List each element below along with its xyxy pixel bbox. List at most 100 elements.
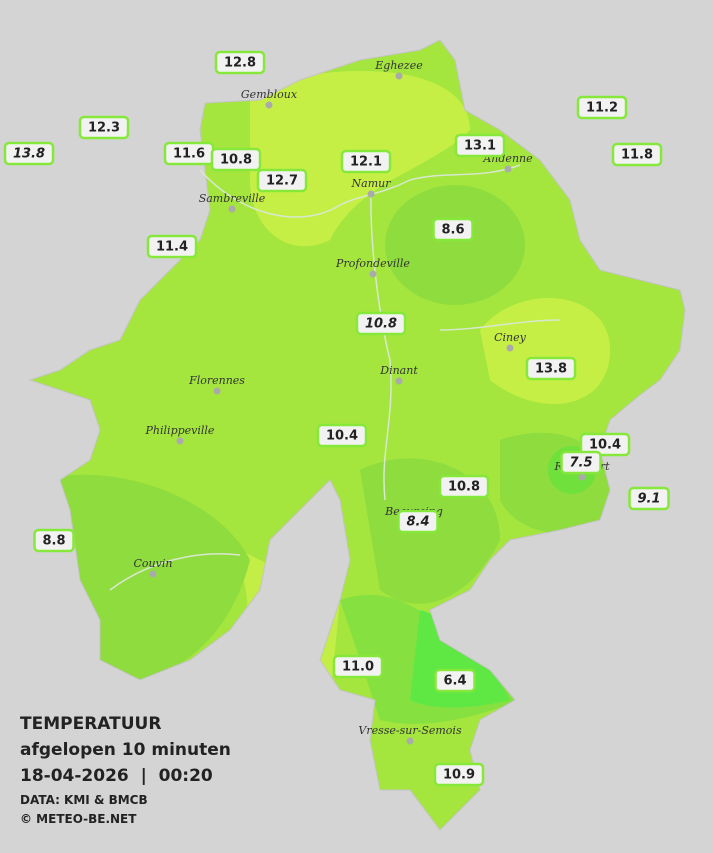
city-dot (213, 387, 221, 395)
station-temp: 12.3 (88, 121, 120, 136)
station: 11.2 (576, 95, 628, 120)
station-box (579, 432, 631, 457)
station-box (210, 147, 262, 172)
station: 10.8 (355, 311, 407, 336)
station: 11.0 (332, 654, 384, 679)
legend-copyright: © METEO-BE.NET (20, 812, 137, 826)
station: 12.1 (340, 149, 392, 174)
station: 10.4 (316, 423, 368, 448)
station-temp: 11.6 (173, 147, 205, 162)
station-box (628, 486, 670, 511)
station: 10.4 (579, 432, 631, 457)
station-temp: 7.5 (569, 456, 592, 471)
city-label: Sambreville (199, 192, 266, 205)
station-temp: 8.6 (441, 223, 464, 238)
station-box (560, 450, 602, 475)
station-temp: 12.8 (224, 56, 256, 71)
city-dot (228, 205, 236, 213)
station-box (332, 654, 384, 679)
station-box (355, 311, 407, 336)
city-label: Namur (351, 177, 392, 190)
station-box (33, 528, 75, 553)
station-box (214, 50, 266, 75)
station: 7.5 (560, 450, 602, 475)
city-label: Vresse-sur-Semois (358, 724, 462, 737)
city-label: Dinant (379, 364, 418, 377)
station-temp: 13.8 (535, 362, 567, 377)
station-temp: 11.4 (156, 240, 188, 255)
legend-datetime: 18-04-2026 | 00:20 (20, 766, 213, 786)
station-temp: 12.1 (350, 155, 382, 170)
city-dot (265, 101, 273, 109)
city-dot (578, 473, 586, 481)
station-temp: 10.8 (220, 153, 252, 168)
legend: TEMPERATUUR afgelopen 10 minuten 18-04-2… (20, 714, 231, 826)
city-label: Profondeville (335, 257, 410, 270)
station-box (397, 509, 439, 534)
station: 12.3 (78, 115, 130, 140)
station-temp: 11.2 (586, 101, 618, 116)
station: 10.8 (210, 147, 262, 172)
city-dot (176, 437, 184, 445)
city-dot (395, 377, 403, 385)
station-temp: 13.8 (13, 147, 45, 162)
station-temp: 10.8 (365, 317, 397, 332)
station-box (525, 356, 577, 381)
station: 11.8 (611, 142, 663, 167)
station: 8.6 (432, 217, 474, 242)
station: 12.7 (256, 168, 308, 193)
station: 8.8 (33, 528, 75, 553)
city-dot (149, 570, 157, 578)
station: 13.8 (3, 141, 55, 166)
station-temp: 8.8 (42, 534, 65, 549)
city-dot (506, 344, 514, 352)
city-dot (369, 270, 377, 278)
station-temp: 11.8 (621, 148, 653, 163)
station-temp: 13.1 (464, 139, 496, 154)
city-dot (395, 72, 403, 80)
station-temp: 10.4 (589, 438, 621, 453)
station-box (78, 115, 130, 140)
station-temp: 6.4 (443, 674, 466, 689)
city-label: Gembloux (241, 88, 298, 101)
station-temp: 10.9 (443, 768, 475, 783)
city-label: Eghezee (374, 59, 423, 72)
station: 8.4 (397, 509, 439, 534)
station-box (611, 142, 663, 167)
station: 11.4 (146, 234, 198, 259)
station: 13.8 (525, 356, 577, 381)
station-temp: 8.4 (406, 515, 429, 530)
station: 13.1 (454, 133, 506, 158)
station: 9.1 (628, 486, 670, 511)
station: 6.4 (434, 668, 476, 693)
station-box (256, 168, 308, 193)
city-label: Florennes (188, 374, 245, 387)
city-dot (406, 737, 414, 745)
station-box (454, 133, 506, 158)
station-box (3, 141, 55, 166)
station-temp: 11.0 (342, 660, 374, 675)
station-temp: 9.1 (637, 492, 660, 507)
station: 10.8 (438, 474, 490, 499)
station-temp: 10.4 (326, 429, 358, 444)
station: 12.8 (214, 50, 266, 75)
city-label: Philippeville (145, 424, 215, 437)
station-temp: 12.7 (266, 174, 298, 189)
rivers (109, 164, 561, 591)
city-dot (504, 165, 512, 173)
station-box (340, 149, 392, 174)
legend-heading: TEMPERATUUR (20, 714, 161, 734)
city-dot (367, 190, 375, 198)
city-label: Ciney (494, 331, 527, 344)
legend-subheading: afgelopen 10 minuten (20, 740, 231, 760)
stations: 12.8 12.3 13.8 11.6 10.8 12.7 12.1 13.1 11.2 11.8… (3, 50, 670, 787)
station-box (316, 423, 368, 448)
station: 10.9 (433, 762, 485, 787)
city-label: Couvin (134, 557, 173, 570)
station-box (432, 217, 474, 242)
legend-source: DATA: KMI & BMCB (20, 793, 148, 807)
station-temp: 10.8 (448, 480, 480, 495)
station-box (438, 474, 490, 499)
station-box (146, 234, 198, 259)
